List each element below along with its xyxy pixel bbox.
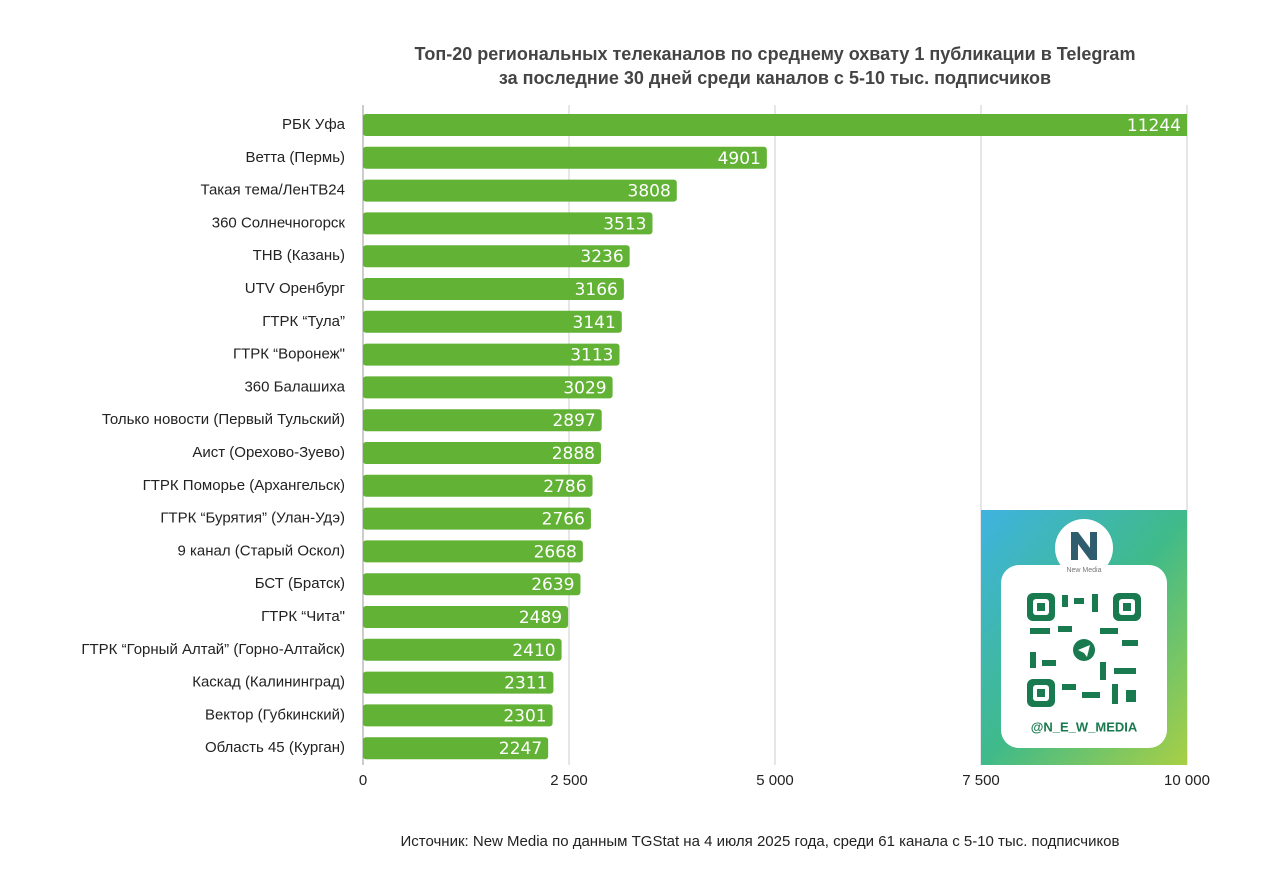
- y-tick-label: ГТРК “Чита": [261, 608, 345, 625]
- y-tick-label: 9 канал (Старый Оскол): [178, 542, 346, 559]
- y-tick-label: UTV Оренбург: [245, 280, 346, 297]
- bar: [363, 146, 767, 169]
- bar: [363, 114, 1187, 136]
- y-tick-label: Ветта (Пермь): [245, 149, 345, 166]
- y-tick-label: ГТРК “Горный Алтай” (Горно-Алтайск): [81, 641, 345, 658]
- value-label: 2766: [542, 510, 585, 530]
- bar: [363, 245, 630, 268]
- y-tick-label: РБК Уфа: [282, 116, 346, 133]
- value-label: 4901: [718, 149, 761, 169]
- y-tick-label: ГТРК “Бурятия” (Улан-Удэ): [160, 510, 345, 527]
- source-note: Источник: New Media по данным TGStat на …: [401, 833, 1120, 850]
- y-tick-label: ГТРК “Тула”: [262, 313, 345, 330]
- y-tick-label: Область 45 (Курган): [205, 739, 345, 756]
- x-tick-label: 10 000: [1164, 772, 1210, 789]
- x-tick-label: 2 500: [550, 772, 588, 789]
- value-label: 3113: [570, 346, 613, 366]
- value-label: 2301: [503, 706, 546, 726]
- bar: [363, 474, 593, 497]
- bar: [363, 638, 562, 661]
- value-label: 3141: [573, 313, 616, 333]
- logo-text: New Media: [1066, 567, 1101, 574]
- value-label: 2311: [504, 674, 547, 694]
- bar: [363, 704, 553, 727]
- bar: [363, 179, 677, 202]
- bar: [363, 409, 602, 432]
- bar: [363, 573, 581, 596]
- y-tick-label: ГТРК “Воронеж": [233, 346, 345, 363]
- value-label: 11244: [1127, 116, 1181, 136]
- value-label: 2888: [552, 444, 595, 464]
- y-tick-label: Такая тема/ЛенТВ24: [200, 182, 345, 199]
- value-label: 3513: [603, 214, 646, 234]
- value-label: 2639: [531, 575, 574, 595]
- value-label: 2489: [519, 608, 562, 628]
- chart-title: Топ-20 региональных телеканалов по средн…: [415, 44, 1136, 64]
- y-tick-label: БСТ (Братск): [255, 575, 345, 592]
- bar: [363, 606, 569, 628]
- y-tick-label: 360 Солнечногорск: [212, 214, 346, 231]
- x-tick-label: 0: [359, 772, 367, 789]
- value-label: 2668: [534, 542, 577, 562]
- value-label: 3808: [628, 182, 671, 202]
- value-label: 2786: [543, 477, 586, 497]
- qr-caption: @N_E_W_MEDIA: [1031, 719, 1138, 734]
- y-tick-label: 360 Балашиха: [244, 378, 345, 395]
- x-tick-label: 7 500: [962, 772, 1000, 789]
- y-tick-label: Вектор (Губкинский): [205, 706, 345, 723]
- bar: [363, 343, 620, 366]
- x-tick-label: 5 000: [756, 772, 794, 789]
- bar: [363, 278, 624, 300]
- y-tick-label: Только новости (Первый Тульский): [102, 411, 345, 428]
- bar: [363, 507, 591, 530]
- qr-panel: New Media @N_E_W_MEDIA: [981, 510, 1187, 765]
- value-label: 2410: [512, 641, 555, 661]
- y-tick-label: ТНВ (Казань): [253, 247, 345, 264]
- bar: [363, 376, 613, 399]
- bar: [363, 540, 583, 563]
- value-label: 3029: [563, 378, 606, 398]
- value-label: 2247: [499, 739, 542, 759]
- labels: 0 2 500 5 000 7 500 10 000 РБК Уфа 11244 Ветта …: [81, 116, 1210, 789]
- y-tick-label: Каскад (Калининград): [192, 674, 345, 691]
- value-label: 3236: [580, 247, 623, 267]
- y-tick-label: ГТРК Поморье (Архангельск): [143, 477, 345, 494]
- bar: [363, 737, 549, 760]
- bar: [363, 212, 653, 235]
- bars: [363, 114, 1187, 760]
- value-label: 2897: [552, 411, 595, 431]
- y-tick-label: Аист (Орехово-Зуево): [192, 444, 345, 461]
- bar: [363, 442, 601, 464]
- chart-title: за последние 30 дней среди каналов с 5-1…: [499, 68, 1051, 88]
- bar: [363, 310, 622, 333]
- value-label: 3166: [575, 280, 618, 300]
- bar: [363, 671, 554, 694]
